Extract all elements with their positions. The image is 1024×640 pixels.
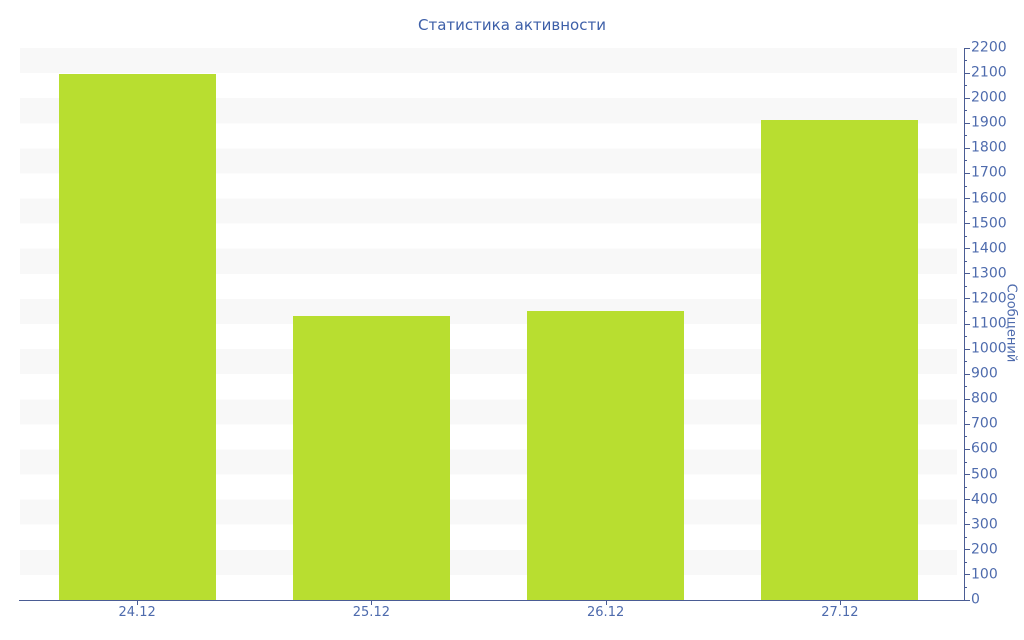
y-major-tick <box>964 223 970 225</box>
y-major-tick <box>964 248 970 250</box>
x-axis-line <box>19 600 965 601</box>
y-minor-tick <box>964 586 967 588</box>
y-axis-line <box>964 48 965 601</box>
y-tick-label: 1600 <box>971 190 1007 207</box>
y-major-tick <box>964 323 970 325</box>
y-major-tick <box>964 499 970 501</box>
y-tick-label: 700 <box>971 415 998 432</box>
x-tick <box>137 601 139 605</box>
y-major-tick <box>964 273 970 275</box>
y-tick-label: 2200 <box>971 39 1007 56</box>
y-minor-tick <box>964 135 967 137</box>
y-tick-label: 400 <box>971 491 998 508</box>
y-tick-label: 500 <box>971 466 998 483</box>
bar-27.12[interactable] <box>761 119 919 600</box>
y-major-tick <box>964 298 970 300</box>
y-tick-label: 1000 <box>971 340 1007 357</box>
y-major-tick <box>964 448 970 450</box>
y-minor-tick <box>964 336 967 338</box>
y-minor-tick <box>964 411 967 413</box>
y-minor-tick <box>964 511 967 513</box>
x-tick <box>371 601 373 605</box>
bar-26.12[interactable] <box>527 311 685 600</box>
y-major-tick <box>964 373 970 375</box>
y-major-tick <box>964 574 970 576</box>
y-major-tick <box>964 122 970 124</box>
y-major-tick <box>964 549 970 551</box>
y-tick-label: 100 <box>971 566 998 583</box>
y-minor-tick <box>964 60 967 62</box>
y-tick-label: 1700 <box>971 164 1007 181</box>
y-tick-label: 1900 <box>971 114 1007 131</box>
x-category-label: 25.12 <box>352 605 390 620</box>
y-tick-label: 2100 <box>971 64 1007 81</box>
x-category-label: 26.12 <box>587 605 625 620</box>
y-major-tick <box>964 474 970 476</box>
y-tick-label: 1200 <box>971 290 1007 307</box>
y-tick-label: 1800 <box>971 139 1007 156</box>
y-tick-label: 2000 <box>971 89 1007 106</box>
chart-title: Статистика активности <box>418 16 606 34</box>
y-major-tick <box>964 599 970 601</box>
y-minor-tick <box>964 260 967 262</box>
y-minor-tick <box>964 386 967 388</box>
x-category-label: 27.12 <box>821 605 859 620</box>
y-tick-label: 1500 <box>971 215 1007 232</box>
y-minor-tick <box>964 536 967 538</box>
bar-25.12[interactable] <box>292 316 450 600</box>
y-major-tick <box>964 398 970 400</box>
y-major-tick <box>964 47 970 49</box>
y-tick-label: 800 <box>971 390 998 407</box>
y-minor-tick <box>964 160 967 162</box>
x-tick <box>605 601 607 605</box>
y-tick-label: 1300 <box>971 265 1007 282</box>
bar-24.12[interactable] <box>58 74 216 600</box>
y-major-tick <box>964 97 970 99</box>
x-tick <box>839 601 841 605</box>
y-minor-tick <box>964 235 967 237</box>
y-minor-tick <box>964 185 967 187</box>
y-tick-label: 900 <box>971 365 998 382</box>
y-tick-label: 200 <box>971 541 998 558</box>
x-category-label: 24.12 <box>118 605 156 620</box>
y-tick-label: 0 <box>971 591 980 608</box>
y-major-tick <box>964 172 970 174</box>
y-minor-tick <box>964 436 967 438</box>
y-tick-label: 600 <box>971 440 998 457</box>
y-tick-label: 300 <box>971 516 998 533</box>
y-minor-tick <box>964 285 967 287</box>
y-minor-tick <box>964 210 967 212</box>
y-minor-tick <box>964 486 967 488</box>
y-minor-tick <box>964 110 967 112</box>
y-minor-tick <box>964 561 967 563</box>
y-major-tick <box>964 524 970 526</box>
y-minor-tick <box>964 85 967 87</box>
y-tick-label: 1100 <box>971 315 1007 332</box>
y-major-tick <box>964 147 970 149</box>
y-minor-tick <box>964 461 967 463</box>
y-major-tick <box>964 348 970 350</box>
y-minor-tick <box>964 310 967 312</box>
y-tick-label: 1400 <box>971 240 1007 257</box>
y-major-tick <box>964 72 970 74</box>
y-major-tick <box>964 198 970 200</box>
y-minor-tick <box>964 361 967 363</box>
y-axis-title: Сообщений <box>1003 283 1019 363</box>
y-major-tick <box>964 423 970 425</box>
